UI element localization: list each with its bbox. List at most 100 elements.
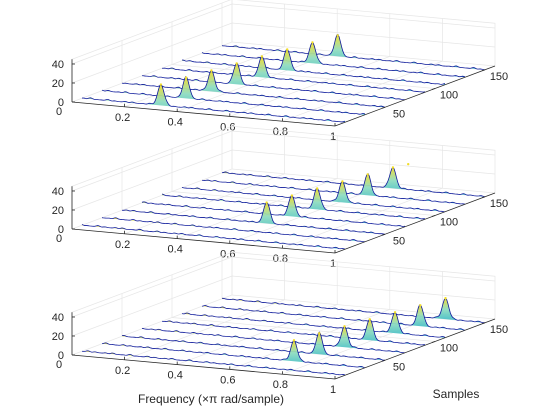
peak-mark [366,173,369,176]
peak-mark [343,325,346,328]
y-tick-label: 100 [440,343,458,355]
y-tick [431,88,436,90]
peak-mark [368,318,371,321]
y-axis-line [334,318,496,380]
trace-line [81,224,346,250]
trace-line [121,69,386,108]
floor-grid-x [124,46,285,108]
x-tick-label: 0.2 [115,239,130,251]
trace-line [221,33,486,71]
trace-fill [122,332,385,361]
peak-mark [419,304,422,307]
wall-grid-z [71,130,496,192]
z-tick-label: 40 [52,59,64,71]
back-wall [231,125,496,194]
z-tick-label: 0 [58,97,64,109]
y-tick-label: 50 [393,235,405,247]
y-tick-label: 50 [393,361,405,373]
wall-grid-z [71,22,496,84]
wall-grid-z [71,149,496,211]
wall-grid-z [71,275,496,337]
x-origin-label: 0 [56,233,62,245]
trace-line [141,326,406,354]
floor-grid-x [282,187,443,249]
trace-line [141,195,406,227]
x-tick-label: 0.4 [168,117,183,129]
peak-mark [407,162,410,166]
y-tick-label: 150 [490,71,508,83]
x-tick-label: 0.4 [168,370,183,382]
y-tick [431,341,436,343]
x-tick-label: 1 [330,258,336,270]
trace-fill [142,326,405,353]
peak-mark [260,55,264,58]
x-tick-label: 1 [330,131,336,143]
trace-line [161,318,426,346]
wall-grid-z [71,3,496,65]
floor-grid-x [124,299,285,361]
peak-mark [159,83,163,86]
y-tick-label: 50 [393,108,405,120]
x-axis-line [71,101,336,127]
floor-grid-x [229,309,390,370]
trace-line [121,201,386,235]
x-tick-label: 0.6 [220,121,235,133]
z-tick-label: 0 [58,350,64,362]
y-tick-label: 100 [440,90,458,102]
wall-grid-z [71,256,496,318]
trace-line [101,340,366,369]
x-tick-label: 0.6 [220,374,235,386]
y-tick [431,215,436,217]
x-tick-label: 0.8 [273,126,288,138]
trace-line [221,166,486,198]
left-wall [71,251,233,356]
peak-mark [393,311,397,314]
trace-line [201,42,466,78]
z-tick-label: 20 [52,205,64,217]
x-tick-label: 1 [330,384,336,396]
trace-line [181,48,446,85]
peak-mark [235,62,238,65]
peak-mark [318,332,321,335]
z-tick-label: 20 [52,331,64,343]
z-tick-label: 20 [52,78,64,90]
floor-grid-y [171,317,436,342]
back-wall [231,0,496,67]
peak-mark [391,166,395,169]
y-tick [481,322,486,325]
floor-grid-x [282,60,443,122]
peak-mark [341,180,344,183]
floor-grid-x [177,178,338,239]
z-tick-label: 0 [58,224,64,236]
z-tick-label: 40 [52,186,64,198]
left-wall [71,125,233,230]
trace-line [201,304,466,331]
y-tick [481,196,486,199]
back-wall [231,251,496,320]
subplot-3: 0.2 0.4 0.6 0.8 1 0 50 100 150 0 20 40 [52,251,508,396]
x-tick-label: 0.8 [273,253,288,265]
floor-grid-y [171,191,436,216]
y-tick [481,69,486,72]
subplot-1: 0.2 0.4 0.6 0.8 1 0 50 100 150 0 20 40 [52,0,508,143]
z-tick-label: 40 [52,312,64,324]
x-tick-label: 0.4 [168,244,183,256]
trace-fill [162,319,425,346]
peak-mark [265,201,268,204]
y-axis-label: Samples [433,387,480,401]
trace-line [181,311,446,338]
peak-mark [292,339,296,342]
y-tick-label: 100 [440,217,458,229]
trace-line [121,331,386,361]
y-axis-line [334,65,496,127]
y-tick [381,233,386,236]
trace-line [101,217,366,243]
x-tick-label: 0.2 [115,365,130,377]
peak-mark [290,194,294,197]
floor-grid-x [124,173,285,235]
trace-line [101,76,366,115]
x-axis-line [71,354,336,380]
trace-line [161,56,426,93]
